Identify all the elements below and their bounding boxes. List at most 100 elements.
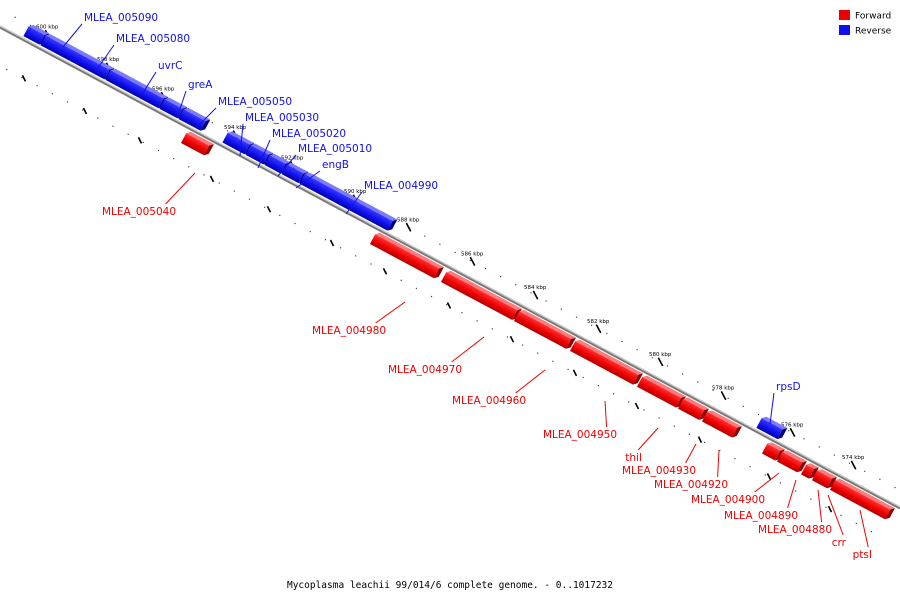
gene-block-front	[800, 464, 815, 479]
gene-block-top	[375, 232, 444, 269]
scale-dot	[757, 413, 760, 416]
gene-block-side	[203, 144, 214, 156]
scale-dot	[309, 231, 311, 233]
gene-label-mlea_005010[interactable]: MLEA_005010	[298, 143, 372, 155]
gene-block-side	[777, 427, 788, 440]
tick-mark	[827, 505, 833, 513]
gene-label-grea[interactable]: greA	[188, 79, 213, 91]
gene-label-mlea_005090[interactable]: MLEA_005090	[84, 12, 158, 24]
gene-block-front	[159, 99, 183, 119]
gene-label-mlea_005050[interactable]: MLEA_005050	[218, 96, 292, 108]
gene-label-uvrc[interactable]: uvrC	[158, 60, 183, 72]
gene-leader-line	[94, 44, 115, 73]
gene-mlea_004980[interactable]	[369, 231, 444, 280]
gene-block-front	[569, 341, 639, 385]
gene-label-ptsi[interactable]: ptsI	[853, 549, 872, 561]
gene-block-top	[707, 410, 742, 428]
gene-block-top	[304, 172, 398, 221]
gene-leader-line	[257, 139, 271, 169]
gene-mlea_004960[interactable]	[513, 308, 576, 350]
gene-label-mlea_004950[interactable]: MLEA_004950	[543, 429, 617, 441]
scale-dot	[29, 24, 31, 26]
genome-backbone	[0, 25, 900, 510]
gene-crr[interactable]	[811, 467, 837, 489]
gene-label-crr[interactable]: crr	[832, 537, 847, 549]
gene-label-mlea_005080[interactable]: MLEA_005080	[116, 33, 190, 45]
gene-label-mlea_004920[interactable]: MLEA_004920	[654, 479, 728, 491]
legend-label-forward: Forward	[855, 12, 891, 22]
gene-label-mlea_004930[interactable]: MLEA_004930	[622, 465, 696, 477]
tick-mark	[532, 290, 539, 300]
tick-label: 574 kbp	[842, 455, 865, 461]
gene-ptsi[interactable]	[829, 477, 895, 521]
gene-leader-line	[277, 154, 297, 177]
scale-dot	[840, 514, 842, 516]
gene-label-mlea_005020[interactable]: MLEA_005020	[272, 128, 346, 140]
legend-swatch-forward	[839, 10, 850, 20]
tick-label: 594 kbp	[224, 125, 247, 131]
gene-leader-line	[176, 90, 187, 119]
gene-block-top	[767, 442, 785, 451]
scale-dot	[560, 308, 562, 310]
gene-mlea_005050[interactable]	[178, 106, 211, 132]
scale-dot	[446, 304, 448, 306]
gene-label-mlea_004900[interactable]: MLEA_004900	[691, 494, 765, 506]
gene-mlea_004890[interactable]	[776, 449, 807, 474]
tick-label: 590 kbp	[344, 189, 367, 195]
gene-mlea_004920[interactable]	[701, 409, 742, 439]
gene-block-top	[183, 107, 211, 122]
tick-mark	[329, 239, 335, 247]
gene-block-side	[565, 337, 576, 349]
scale-dot	[339, 247, 342, 249]
gene-label-mlea_004880[interactable]: MLEA_004880	[758, 524, 832, 536]
gene-label-mlea_004970[interactable]: MLEA_004970	[388, 364, 462, 376]
gene-label-mlea_005040[interactable]: MLEA_005040	[102, 206, 176, 218]
gene-label-engb[interactable]: engB	[322, 159, 349, 171]
gene-features	[23, 24, 895, 521]
tick-label: 582 kbp	[587, 319, 610, 325]
gene-block-top	[286, 162, 309, 174]
scale-dot	[14, 16, 16, 18]
gene-leader-line	[859, 509, 869, 548]
tick-label: 584 kbp	[524, 285, 547, 291]
gene-label-mlea_004960[interactable]: MLEA_004960	[452, 395, 526, 407]
scale-dot	[848, 462, 851, 464]
tick-label: 588 kbp	[397, 217, 420, 223]
gene-label-thii[interactable]: thiI	[625, 452, 642, 464]
gene-label-rpsd[interactable]: rpsD	[776, 381, 801, 393]
scale-dot	[552, 360, 554, 362]
scale-dot	[82, 109, 84, 111]
scale-dot	[476, 320, 478, 322]
gene-mlea_004970[interactable]	[440, 269, 522, 321]
gene-rpsd[interactable]	[756, 415, 788, 441]
gene-block-front	[756, 418, 783, 440]
gene-block-top	[683, 397, 709, 411]
scale-dot	[439, 243, 441, 245]
gene-block-front	[440, 272, 518, 320]
gene-leader-line	[515, 369, 546, 394]
gene-mlea_004990[interactable]	[299, 171, 398, 232]
gene-label-mlea_004980[interactable]: MLEA_004980	[312, 325, 386, 337]
gene-mlea_004880[interactable]	[800, 462, 819, 481]
backbone-line	[0, 25, 900, 510]
gene-label-mlea_005030[interactable]: MLEA_005030	[245, 112, 319, 124]
scale-dot	[643, 409, 645, 411]
gene-block-front	[245, 145, 269, 165]
tick-label: 586 kbp	[461, 252, 484, 258]
gene-label-mlea_004990[interactable]: MLEA_004990	[364, 180, 438, 192]
gene-leader-line	[769, 392, 775, 425]
gene-label-mlea_004890[interactable]: MLEA_004890	[724, 510, 798, 522]
gene-mlea_005040[interactable]	[180, 130, 214, 157]
scale-dot	[749, 466, 751, 468]
tick-label: 580 kbp	[649, 352, 672, 358]
scale-dot	[97, 117, 99, 119]
scale-dot	[795, 490, 797, 492]
gene-mlea_004930[interactable]	[677, 396, 709, 422]
gene-mlea_004950[interactable]	[569, 338, 643, 386]
scale-dot	[233, 190, 235, 192]
scale-dot	[188, 166, 190, 168]
scale-dot	[697, 381, 699, 383]
gene-block-top	[806, 463, 819, 469]
tick-label: 596 kbp	[152, 86, 175, 92]
